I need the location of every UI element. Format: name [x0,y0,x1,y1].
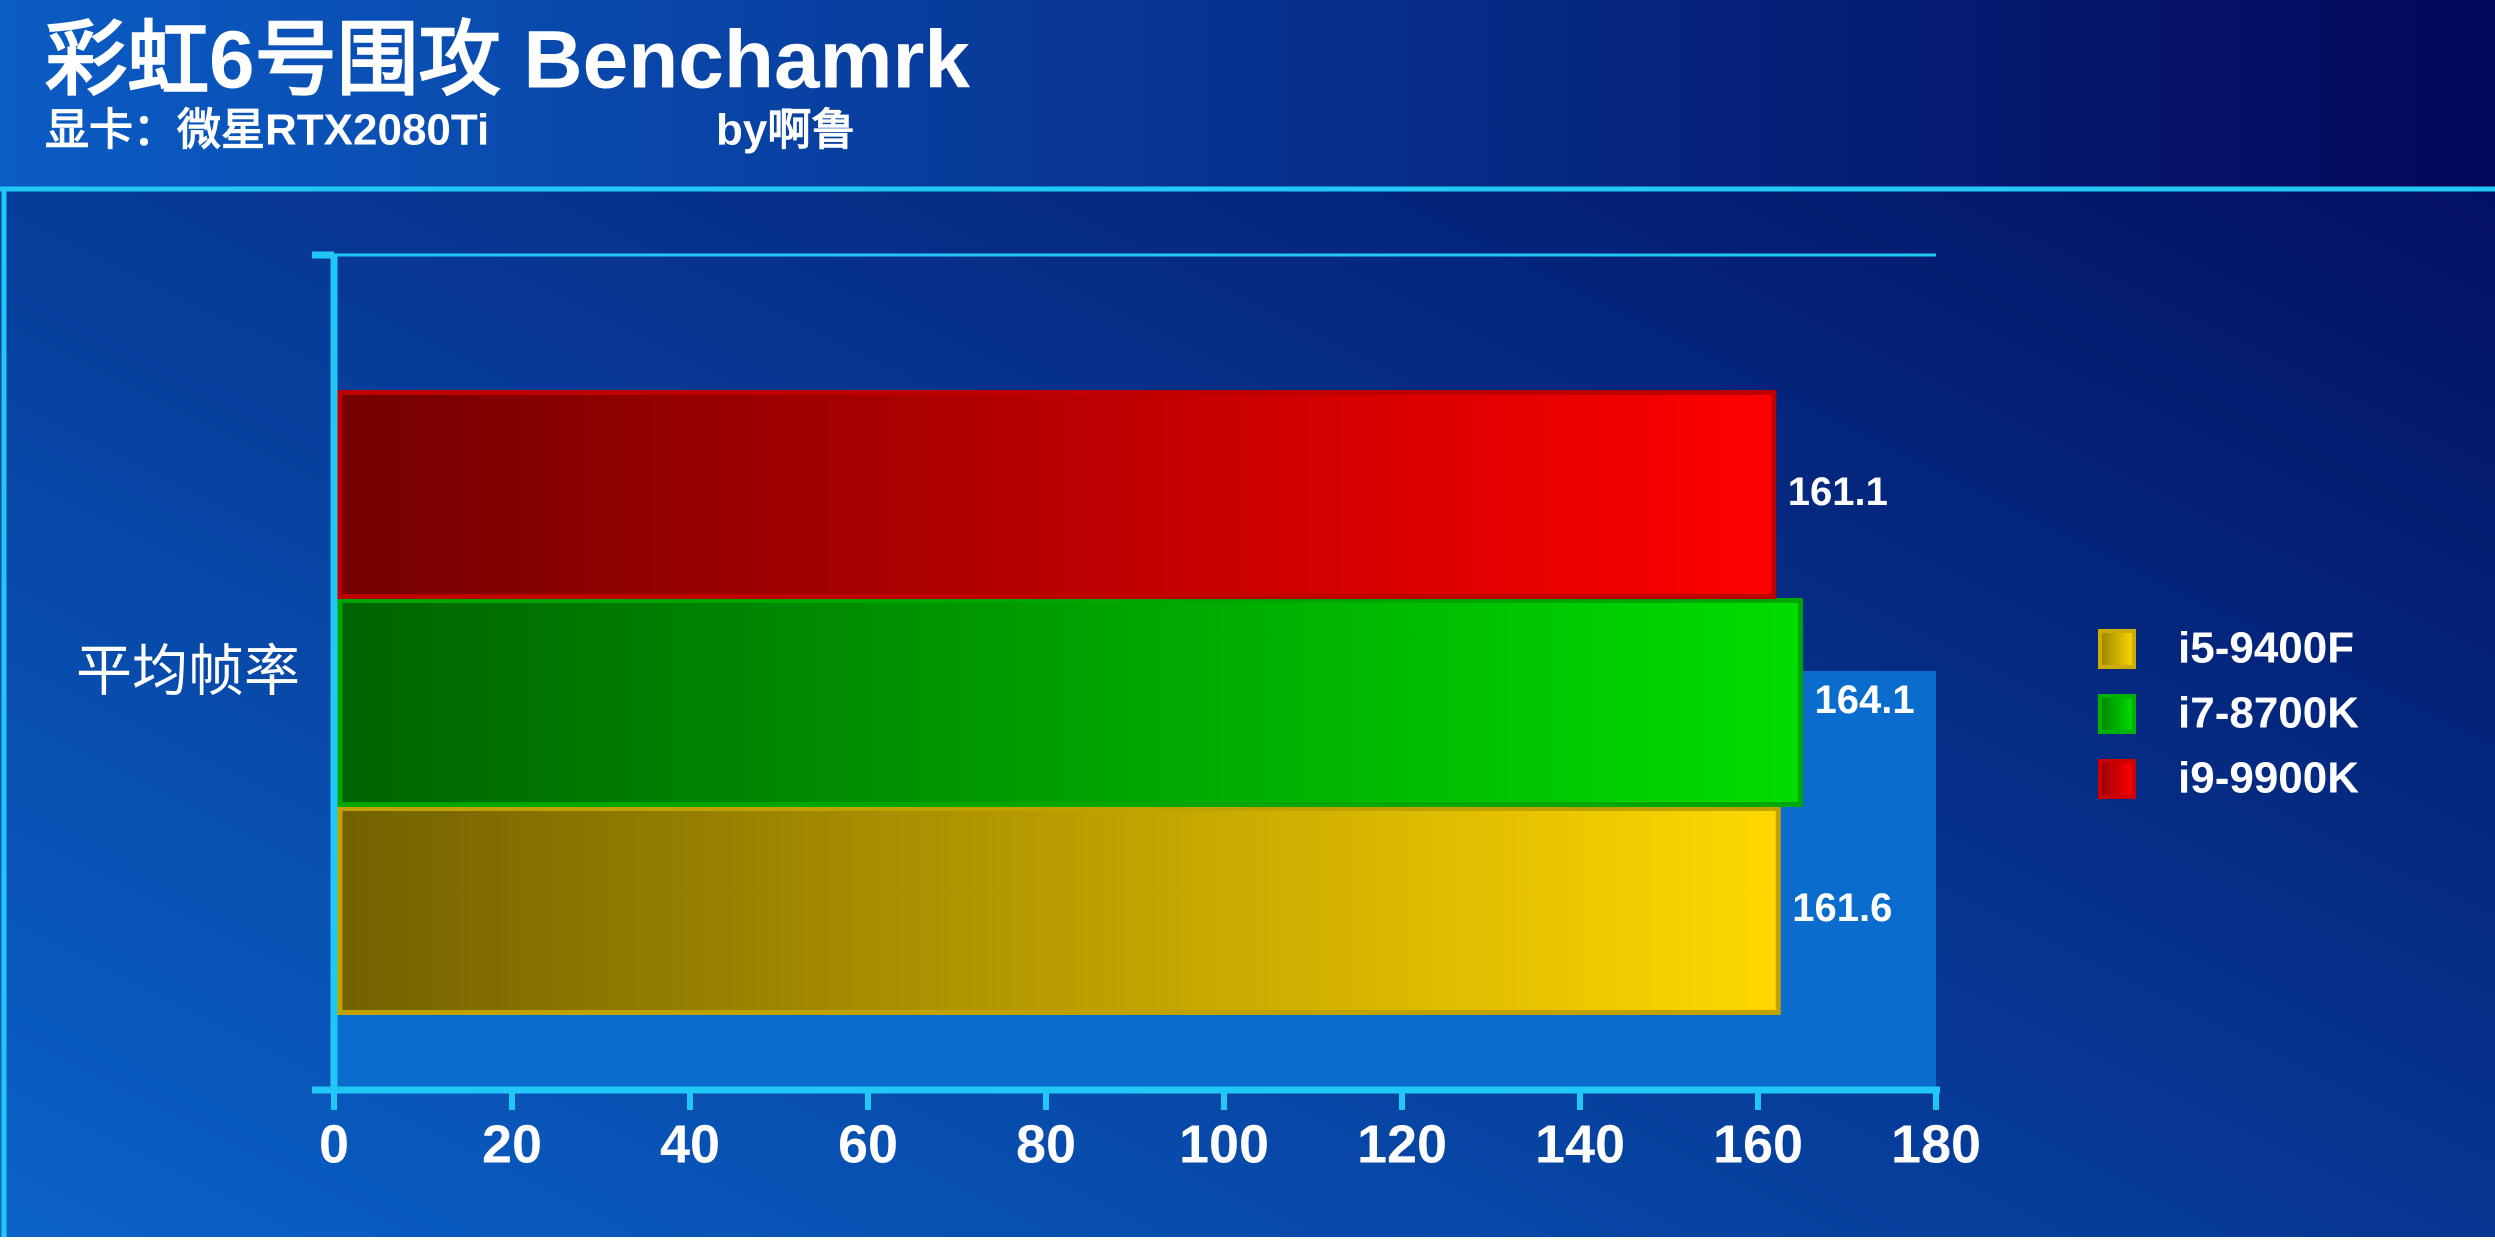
value-label: 164.1 [1814,678,1914,722]
value-label: 161.1 [1788,470,1888,514]
subtitle: 显卡：微星RTX2080Ti [45,106,489,155]
legend-swatch [2098,629,2136,669]
legend-label: i7-8700K [2178,689,2359,738]
bar [337,390,1777,599]
x-tick-label: 60 [838,1114,898,1174]
legend-swatch [2098,694,2136,734]
chart-title: 彩虹6号围攻 Benchamrk [45,15,970,106]
x-tick-label: 80 [1016,1114,1076,1174]
x-tick-label: 160 [1713,1114,1803,1174]
category-label: 平均帧率 [76,639,300,702]
bar [337,598,1803,807]
x-tick-label: 40 [660,1114,720,1174]
x-tick-label: 140 [1535,1114,1625,1174]
x-tick-label: 20 [482,1114,542,1174]
x-tick-label: 0 [319,1114,349,1174]
author: by啊鲁 [716,106,855,155]
x-tick-label: 100 [1179,1114,1269,1174]
bar [337,806,1781,1015]
x-tick-label: 120 [1357,1114,1447,1174]
legend-swatch [2098,759,2136,799]
x-tick-label: 180 [1891,1114,1981,1174]
legend-label: i5-9400F [2178,624,2354,673]
header [0,0,2495,188]
legend-label: i9-9900K [2178,754,2359,803]
value-label: 161.6 [1792,886,1892,930]
